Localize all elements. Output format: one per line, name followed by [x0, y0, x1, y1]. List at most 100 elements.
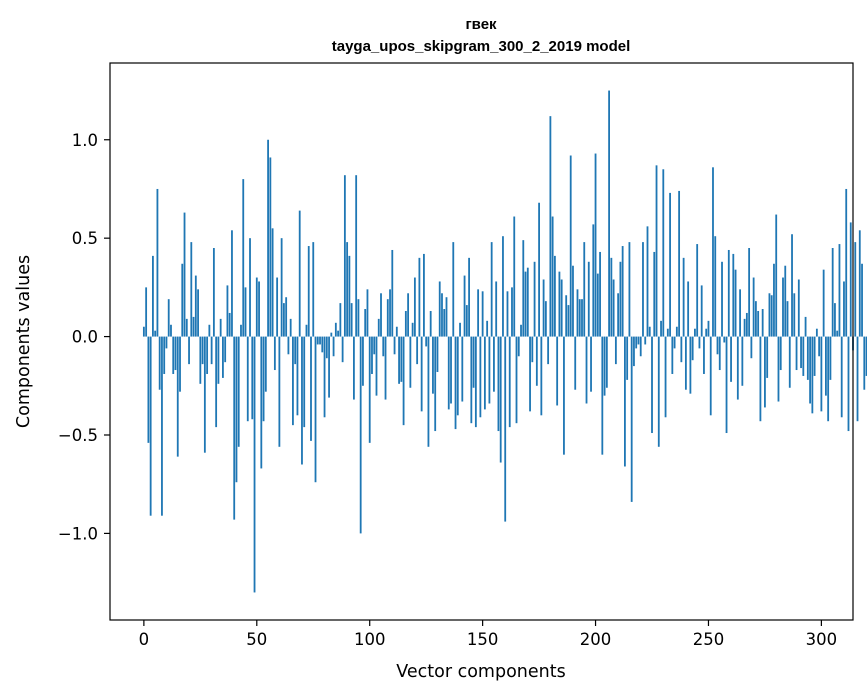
bar-component-308 — [838, 244, 841, 337]
bar-component-303 — [827, 336, 830, 422]
bar-component-77 — [316, 336, 319, 345]
bar-component-24 — [197, 289, 199, 337]
bar-component-96 — [359, 336, 362, 534]
bar-component-110 — [391, 249, 394, 337]
bar-component-27 — [203, 336, 206, 453]
bar-component-302 — [825, 336, 827, 396]
bar-component-271 — [754, 301, 757, 337]
bar-component-117 — [407, 293, 410, 337]
bar-component-33 — [217, 336, 220, 384]
bar-component-299 — [818, 336, 821, 357]
bar-component-70 — [301, 336, 303, 465]
bar-component-228 — [657, 336, 660, 447]
bar-component-253 — [714, 236, 717, 337]
bar-component-97 — [362, 336, 364, 386]
y-tick-label: 0.0 — [72, 328, 98, 347]
bar-component-156 — [495, 281, 498, 337]
bar-component-136 — [450, 336, 452, 404]
bar-component-124 — [423, 253, 425, 337]
bar-component-76 — [314, 336, 317, 483]
bar-component-267 — [745, 312, 748, 337]
bar-component-3 — [149, 336, 152, 516]
bar-component-298 — [815, 328, 818, 337]
bar-component-61 — [280, 238, 283, 337]
bar-component-176 — [540, 336, 543, 416]
bar-component-94 — [355, 175, 358, 337]
bar-component-15 — [176, 336, 179, 457]
y-tick-label: −0.5 — [58, 426, 98, 445]
bar-component-239 — [682, 257, 685, 337]
bar-component-120 — [413, 277, 416, 337]
bar-component-292 — [802, 336, 805, 376]
bar-component-282 — [779, 336, 782, 371]
bar-component-240 — [684, 336, 687, 390]
bar-component-273 — [759, 336, 762, 422]
bar-component-307 — [836, 330, 839, 337]
bar-component-18 — [183, 212, 186, 337]
bar-component-262 — [734, 269, 737, 337]
bar-component-75 — [312, 242, 315, 337]
bar-component-266 — [743, 318, 746, 337]
bar-component-201 — [596, 273, 599, 337]
bar-component-190 — [572, 265, 574, 337]
bar-component-86 — [337, 330, 339, 337]
bar-component-121 — [416, 336, 419, 365]
bar-component-197 — [587, 261, 590, 337]
bar-component-178 — [544, 301, 547, 337]
bar-component-304 — [829, 336, 832, 380]
bar-component-30 — [210, 336, 213, 365]
bar-component-280 — [775, 214, 778, 337]
bar-component-114 — [400, 336, 403, 382]
bar-component-108 — [386, 299, 389, 337]
bar-component-220 — [639, 336, 642, 357]
bar-component-288 — [793, 293, 796, 337]
bar-component-223 — [646, 226, 649, 337]
x-tick-label: 0 — [139, 630, 150, 649]
bar-component-189 — [569, 155, 572, 337]
bar-component-256 — [721, 261, 723, 337]
bar-component-242 — [689, 336, 692, 394]
bar-component-26 — [201, 336, 204, 365]
bar-component-171 — [529, 336, 531, 412]
bar-component-213 — [624, 336, 626, 467]
bar-component-68 — [296, 336, 299, 416]
bar-component-80 — [323, 336, 326, 418]
bar-component-293 — [804, 316, 807, 337]
bar-component-295 — [809, 336, 811, 404]
bar-component-74 — [310, 336, 312, 441]
bar-component-95 — [357, 299, 360, 337]
bar-component-251 — [709, 336, 712, 416]
bar-component-157 — [497, 336, 500, 432]
bar-component-215 — [628, 242, 631, 337]
bar-component-90 — [346, 242, 349, 337]
bar-component-21 — [190, 242, 193, 337]
bar-component-301 — [822, 269, 825, 337]
bar-component-285 — [786, 301, 789, 337]
bar-component-241 — [687, 281, 690, 337]
bar-component-7 — [158, 336, 161, 390]
bar-component-122 — [418, 257, 421, 337]
bar-component-216 — [630, 336, 633, 502]
bar-component-283 — [782, 277, 784, 337]
bar-component-50 — [255, 277, 258, 337]
bar-component-310 — [843, 281, 845, 337]
bar-component-98 — [364, 309, 367, 337]
bar-component-185 — [560, 279, 563, 337]
bar-component-196 — [585, 336, 588, 404]
bar-component-163 — [511, 287, 513, 337]
bar-component-188 — [567, 305, 570, 337]
bar-component-167 — [520, 324, 522, 337]
bar-component-72 — [305, 324, 308, 337]
bar-component-62 — [282, 303, 285, 337]
bar-component-40 — [233, 336, 236, 520]
bar-component-200 — [594, 153, 597, 337]
bar-component-174 — [535, 336, 538, 386]
bar-component-263 — [736, 336, 739, 400]
bar-component-92 — [350, 303, 353, 337]
bar-component-87 — [339, 303, 342, 337]
bar-component-43 — [240, 324, 242, 337]
bar-component-139 — [456, 336, 459, 416]
bar-component-154 — [490, 242, 493, 337]
bar-component-60 — [278, 336, 281, 447]
bar-component-300 — [820, 336, 823, 412]
